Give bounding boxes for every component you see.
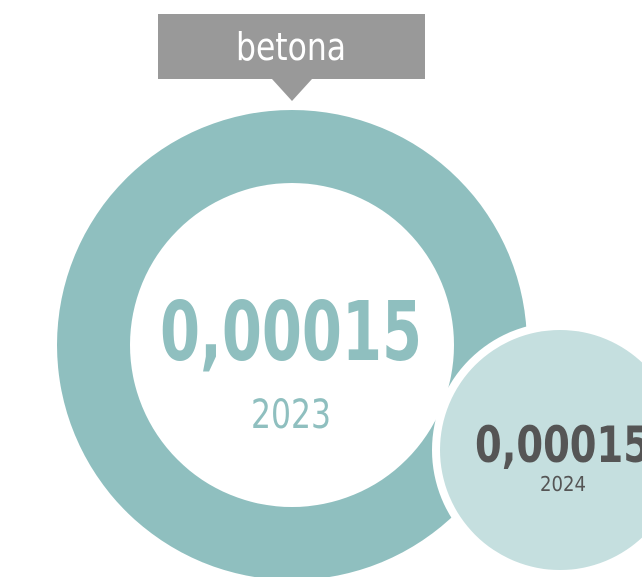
secondary-value: 0,00015 [475,416,642,474]
main-value: 0,00015 [160,285,422,380]
main-year: 2023 [251,392,331,438]
label-text: betona [236,25,346,69]
main-inner [130,183,454,507]
secondary-year: 2024 [540,472,586,496]
label-box [158,14,425,79]
secondary-circle [440,330,642,570]
label-pointer [272,79,312,101]
